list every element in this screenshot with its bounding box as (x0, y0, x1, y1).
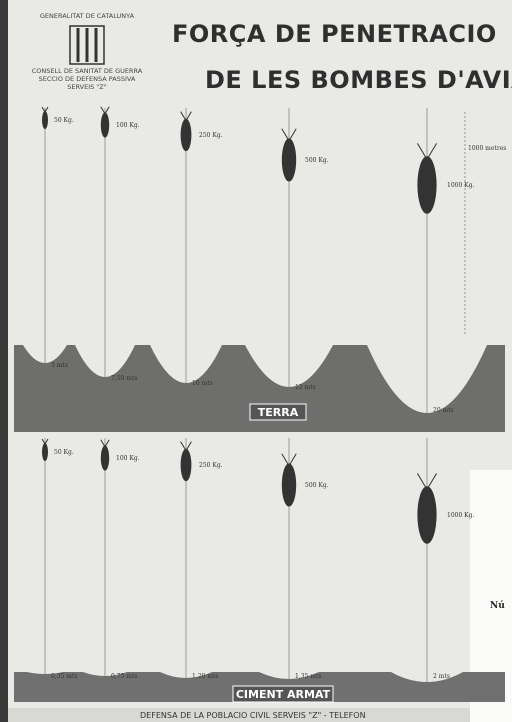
bomb (100, 445, 110, 471)
section-label-box (232, 685, 334, 703)
bomb-weight: 1000 Kg. (447, 182, 475, 189)
bomb (180, 118, 192, 152)
bomb (100, 112, 110, 138)
bomb-weight: 50 Kg. (54, 449, 74, 456)
side-note: Nú (490, 600, 505, 611)
bomb-weight: 250 Kg. (199, 132, 223, 139)
poster-paper (8, 0, 512, 722)
bomb-weight: 500 Kg. (305, 482, 329, 489)
scale-label: 1000 metres (468, 145, 506, 152)
ground (14, 345, 505, 432)
depth-label: 0,75 mts (111, 673, 137, 680)
bomb-weight: 50 Kg. (54, 117, 74, 124)
header-line: CONSELL DE SANITAT DE GUERRA (32, 67, 143, 75)
depth-label: 3 mts (51, 362, 68, 369)
footer-strip (8, 708, 470, 722)
bomb-weight: 100 Kg. (116, 122, 140, 129)
section-label: CIMENT ARMAT (236, 688, 331, 701)
org: GENERALITAT DE CATALUNYA (40, 12, 135, 20)
depth-label: 10 mts (192, 380, 213, 387)
section-label: TERRA (258, 406, 299, 419)
bomb-weight: 100 Kg. (116, 455, 140, 462)
depth-label: 7,50 mts (111, 375, 137, 382)
emblem (69, 25, 105, 65)
header-line: SECCIO DE DEFENSA PASSIVA (39, 75, 136, 83)
bomb (42, 111, 48, 129)
depth-label: 1,35 mts (295, 673, 321, 680)
bomb-weight: 1000 Kg. (447, 512, 475, 519)
bomb (42, 443, 48, 461)
bomb (180, 448, 192, 482)
header-line: SERVEIS "Z" (67, 83, 107, 91)
bomb (281, 138, 297, 182)
title-line: FORÇA DE PENETRACIO (172, 20, 497, 48)
footer: DEFENSA DE LA POBLACIO CIVIL SERVEIS "Z"… (140, 711, 366, 720)
section-label-box (249, 403, 307, 421)
bomb-weight: 500 Kg. (305, 157, 329, 164)
bomb (417, 156, 437, 214)
depth-label: 12 mts (295, 384, 316, 391)
bomb (417, 486, 437, 544)
depth-label: 0,35 mts (51, 673, 77, 680)
bomb-weight: 250 Kg. (199, 462, 223, 469)
depth-label: 2 mts (433, 673, 450, 680)
depth-label: 20 mts (433, 407, 454, 414)
bomb (281, 463, 297, 507)
depth-label: 1,20 mts (192, 673, 218, 680)
title-line: DE LES BOMBES D'AVIACIO (205, 66, 512, 94)
